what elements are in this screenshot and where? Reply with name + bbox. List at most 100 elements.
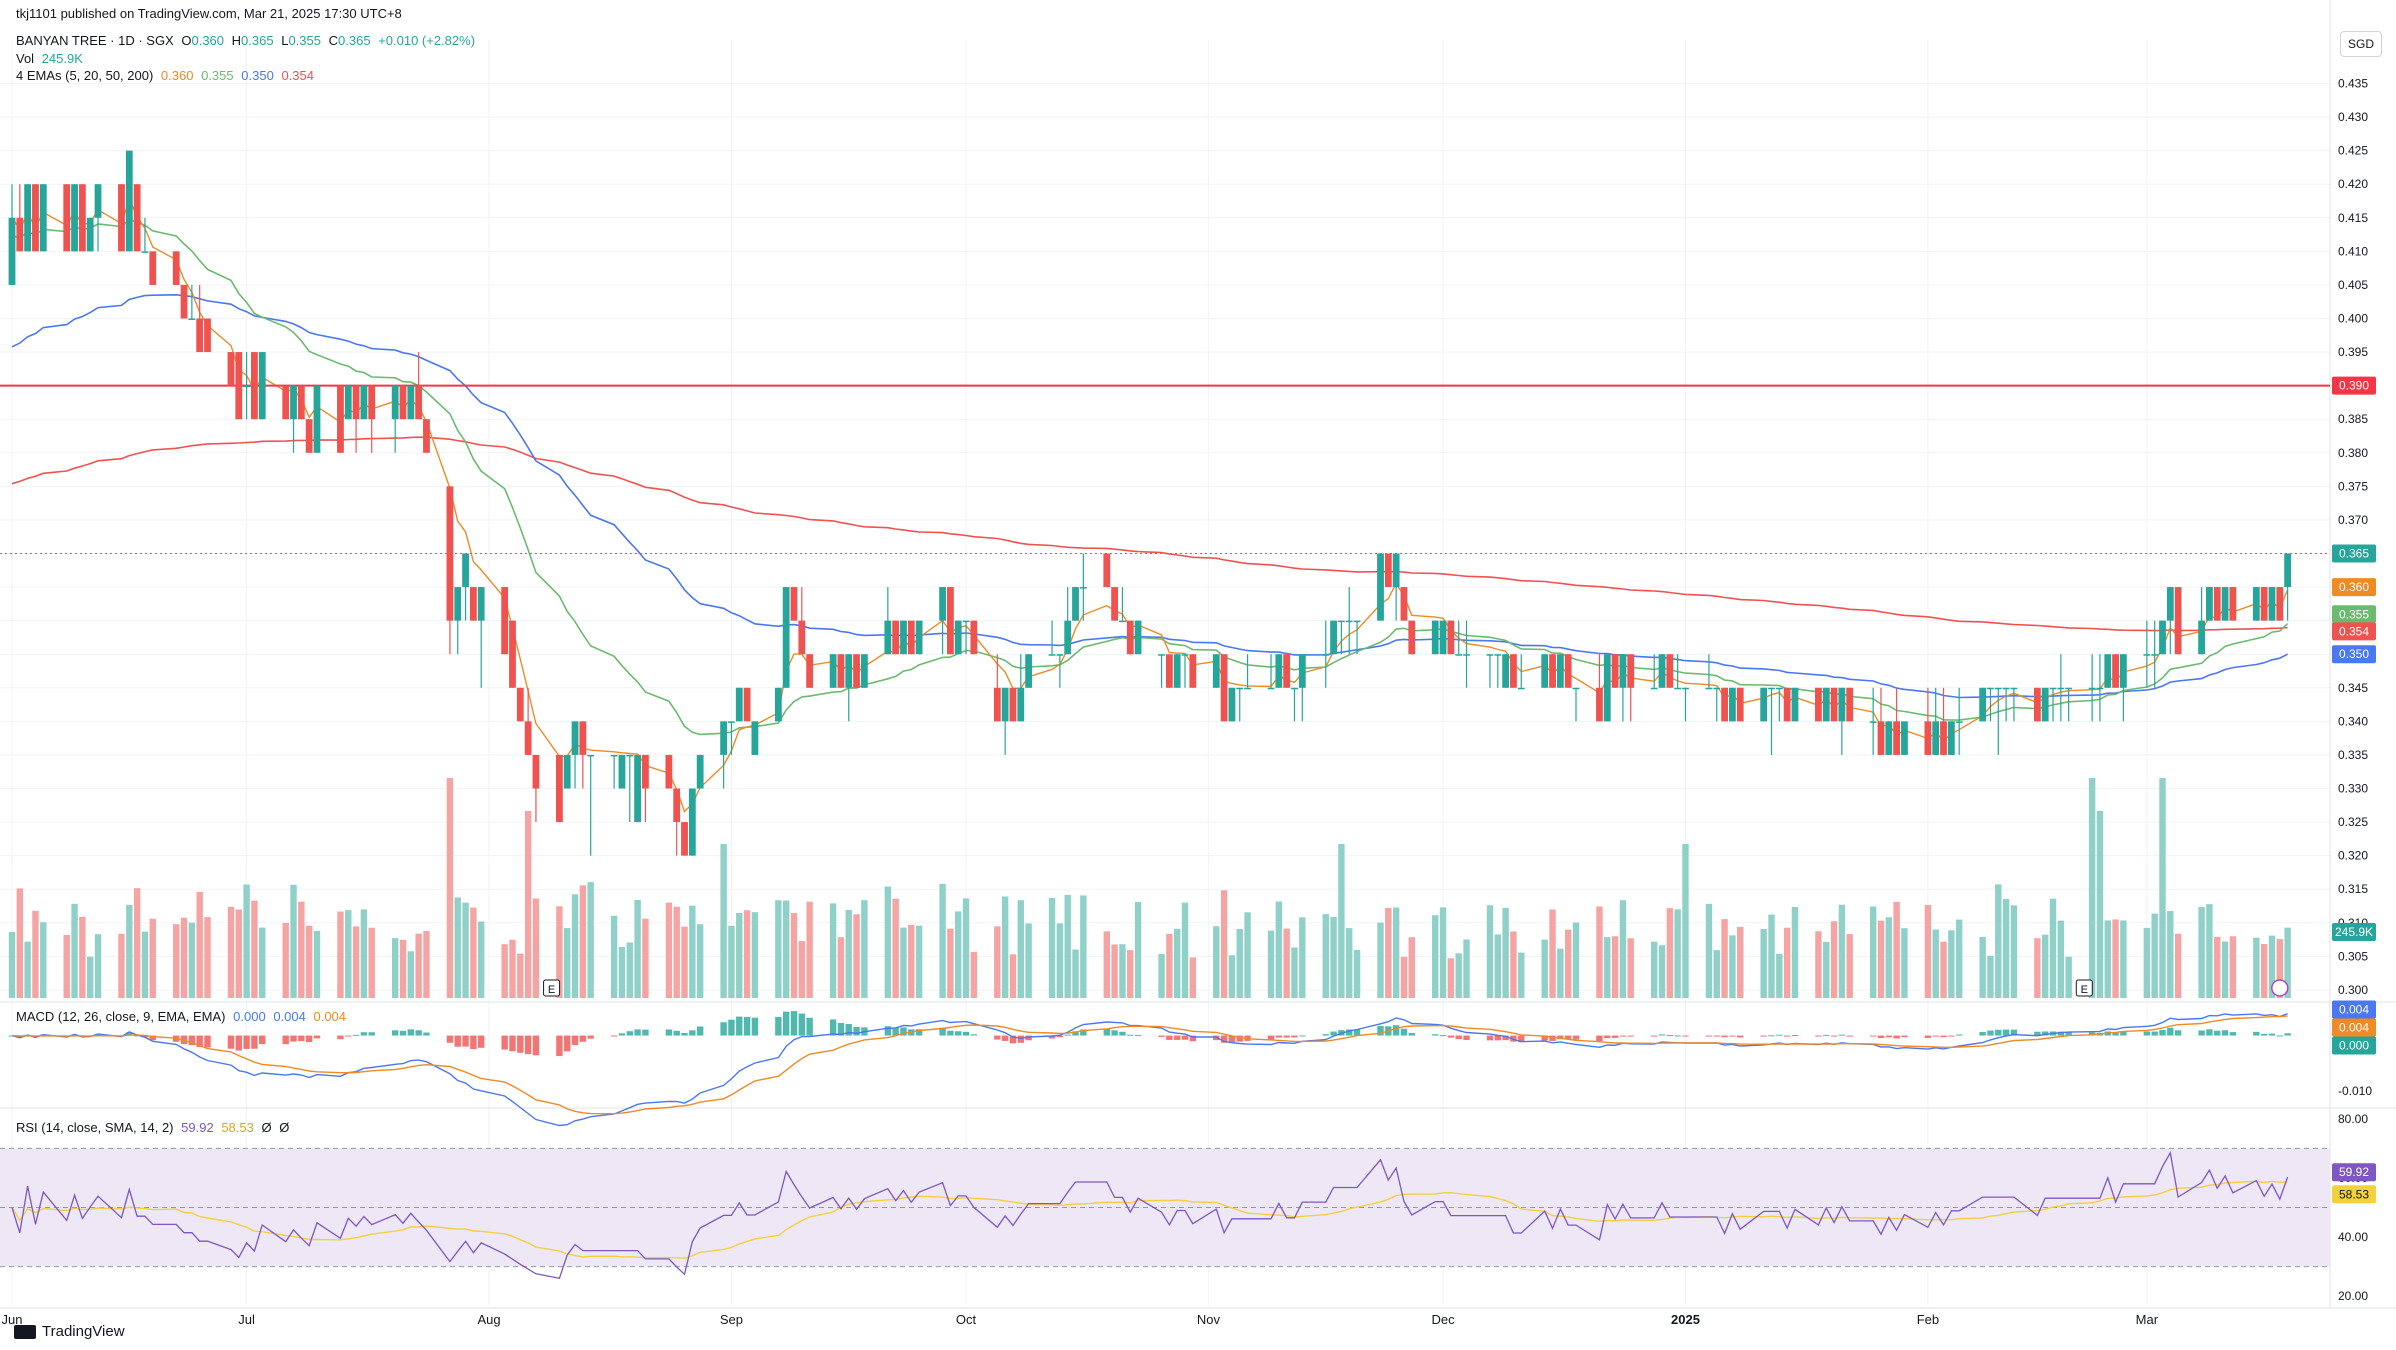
volume-bar — [1025, 923, 1032, 998]
volume-bar — [1729, 935, 1736, 998]
volume-bar — [1127, 950, 1134, 998]
candle-body — [2112, 654, 2119, 688]
price-tick-label: 0.305 — [2338, 949, 2368, 963]
currency-button[interactable]: SGD — [2340, 31, 2382, 57]
macd-histogram-bar — [782, 1011, 790, 1036]
volume-bar — [423, 930, 430, 998]
volume-bar — [1541, 939, 1548, 998]
rsi-legend[interactable]: RSI (14, close, SMA, 14, 2) 59.92 58.53 … — [16, 1120, 293, 1135]
macd-histogram-bar — [1400, 1028, 1408, 1036]
last-price-value-label: 0.365 — [2339, 547, 2369, 561]
macd-histogram-bar — [2120, 1031, 2127, 1036]
volume-bar — [845, 909, 852, 998]
volume-bar — [790, 913, 798, 998]
macd-histogram-bar — [962, 1031, 970, 1036]
macd-histogram-bar — [1619, 1035, 1627, 1037]
attribution-text: tkj1101 published on TradingView.com, Ma… — [16, 6, 402, 21]
volume-bar — [259, 927, 266, 998]
volume-bar — [1330, 916, 1337, 998]
candle-body — [446, 486, 454, 621]
volume-bar — [939, 883, 946, 998]
volume-bar — [915, 925, 923, 998]
macd-histogram-bar — [665, 1029, 673, 1036]
macd-histogram-bar — [1353, 1029, 1361, 1036]
macd-histogram-bar — [2057, 1031, 2065, 1036]
macd-value: 0.000 — [233, 1009, 266, 1024]
candle-body — [2002, 687, 2010, 690]
candle-body — [1275, 654, 1283, 688]
macd-histogram-bar — [1823, 1034, 1830, 1036]
price-tick-label: 0.435 — [2338, 77, 2368, 91]
tradingview-logo[interactable]: TradingView — [14, 1323, 125, 1340]
volume-bar — [2034, 938, 2041, 998]
candle-body — [1556, 654, 1564, 688]
volume-bar — [837, 937, 845, 998]
volume-bar — [2112, 919, 2119, 998]
symbol-legend[interactable]: BANYAN TREE · 1D · SGX O0.360 H0.365 L0.… — [16, 33, 479, 48]
macd-histogram-bar — [720, 1022, 727, 1036]
candle-body — [524, 721, 532, 755]
volume-bar — [1651, 941, 1658, 998]
candle-body — [1619, 654, 1627, 688]
macd-histogram-bar — [556, 1035, 563, 1057]
macd-histogram-bar — [1283, 1035, 1290, 1038]
macd-legend[interactable]: MACD (12, 26, close, 9, EMA, EMA) 0.000 … — [16, 1009, 350, 1024]
candle-body — [1025, 654, 1032, 688]
candle-body — [1345, 620, 1353, 623]
candle-body — [532, 754, 540, 789]
time-tick-label: Jul — [238, 1312, 255, 1327]
rsi-tick-label: 80.00 — [2338, 1112, 2368, 1126]
macd-histogram-bar — [2206, 1029, 2213, 1036]
candle-body — [634, 754, 641, 823]
macd-histogram-bar — [196, 1035, 203, 1047]
macd-histogram-bar — [1830, 1035, 1838, 1037]
volume-bar — [454, 897, 461, 998]
symbol-name[interactable]: BANYAN TREE · 1D · SGX — [16, 33, 174, 48]
macd-histogram-bar — [1173, 1035, 1181, 1040]
macd-histogram-bar — [2214, 1030, 2221, 1036]
candle-body — [1181, 654, 1189, 656]
candle-body — [2104, 654, 2112, 688]
grid-lines — [0, 0, 2396, 1309]
macd-histogram-bar — [1158, 1035, 1165, 1037]
macd-histogram-bar — [939, 1027, 946, 1036]
macd-histogram-bar — [1447, 1035, 1455, 1038]
volume-bar — [517, 953, 524, 998]
volume-label: Vol — [16, 51, 35, 66]
candle-body — [1212, 654, 1220, 688]
volume-bar — [587, 882, 594, 998]
macd-histogram-bar — [1885, 1035, 1892, 1038]
volume-legend[interactable]: Vol 245.9K — [16, 51, 87, 66]
macd-histogram-bar — [1330, 1031, 1337, 1036]
candle-body — [282, 385, 290, 420]
candle-body — [415, 385, 423, 420]
volume-bar — [391, 938, 399, 998]
macd-histogram-bar — [227, 1035, 235, 1049]
volume-bar — [798, 941, 806, 998]
macd-histogram-bar — [2002, 1029, 2010, 1036]
close-label: C — [328, 33, 339, 48]
macd-histogram-bar — [915, 1029, 923, 1036]
candle-body — [1564, 654, 1572, 688]
earnings-marker — [543, 979, 561, 997]
volume-bar — [1181, 902, 1189, 998]
volume-bar — [2096, 811, 2104, 998]
macd-hist-value: 0.004 — [313, 1009, 347, 1024]
price-tick-label: 0.375 — [2338, 479, 2368, 493]
candle-body — [1549, 654, 1556, 688]
ema-legend[interactable]: 4 EMAs (5, 20, 50, 200) 0.360 0.355 0.35… — [16, 68, 318, 83]
volume-bar — [861, 900, 868, 998]
macd-histogram-bar — [1760, 1035, 1767, 1037]
candle-body — [133, 184, 141, 252]
price-axis[interactable]: 0.3000.3050.3100.3150.3200.3250.3300.335… — [2338, 77, 2372, 1304]
macd-histogram-bar — [1924, 1035, 1932, 1038]
time-tick-label: Feb — [1917, 1312, 1939, 1327]
macd-histogram-bar — [1189, 1035, 1197, 1042]
macd-signal-value: 0.004 — [273, 1009, 306, 1024]
time-tick-label: 2025 — [1671, 1312, 1700, 1327]
time-axis[interactable]: Jun Jul Aug Sep Oct Nov Dec 2025 Feb Mar — [2, 1312, 2159, 1327]
volume-bar — [1572, 922, 1580, 998]
macd-label: MACD (12, 26, close, 9, EMA, EMA) — [16, 1009, 226, 1024]
candle-body — [94, 184, 102, 218]
